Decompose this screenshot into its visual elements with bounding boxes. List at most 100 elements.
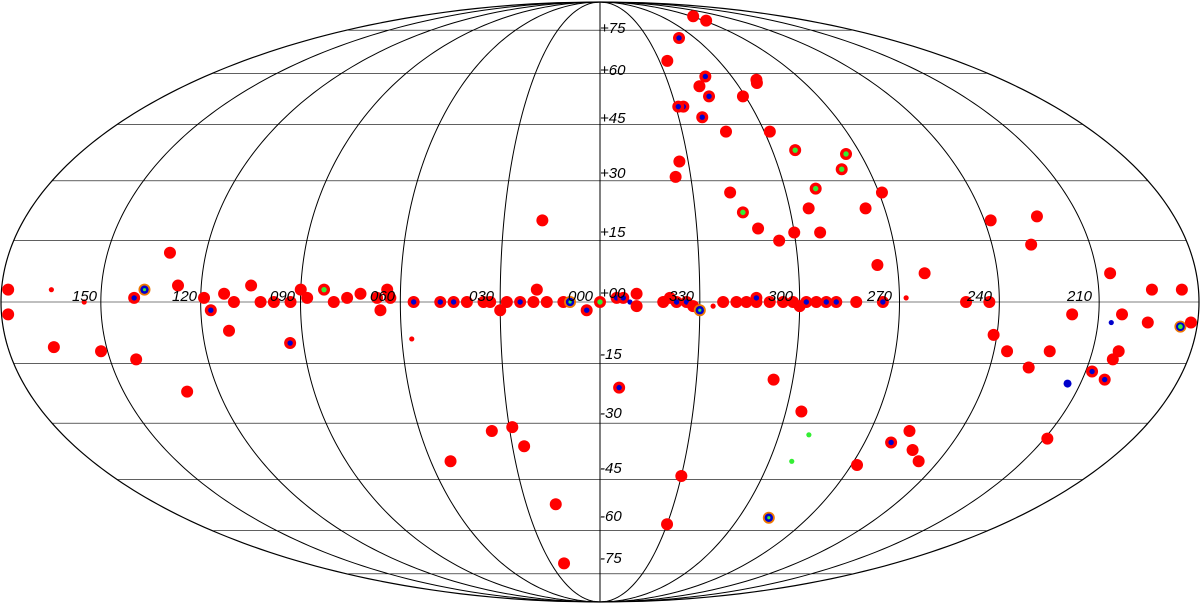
latitude-label-plus-60: +60 xyxy=(600,62,626,79)
source-marker-red xyxy=(341,291,354,304)
source-marker-red xyxy=(1066,308,1079,321)
source-marker-red xyxy=(810,296,823,308)
source-marker-red xyxy=(518,440,531,453)
source-marker-red xyxy=(763,125,776,138)
longitude-label-270: 270 xyxy=(866,288,893,305)
source-marker-red xyxy=(527,296,540,308)
source-marker-red xyxy=(1184,316,1197,329)
source-marker-red xyxy=(1025,238,1038,251)
source-marker-green xyxy=(806,432,812,438)
source-marker-red xyxy=(752,222,765,235)
source-marker-red xyxy=(558,557,571,570)
source-marker-red xyxy=(960,296,973,308)
source-marker-red xyxy=(750,73,763,86)
source-marker-red xyxy=(669,170,682,183)
latitude-labels: +75 +60 +45 +30 +15 +00 -15 -30 -45 -60 … xyxy=(600,20,626,567)
longitude-labels: 150 120 090 060 030 000 330 300 270 240 … xyxy=(72,288,1093,305)
source-marker-red xyxy=(710,303,716,309)
source-marker-red-blue xyxy=(128,291,141,304)
source-marker-orange-blue xyxy=(693,304,706,317)
source-marker-red xyxy=(294,283,307,296)
latitude-label-minus-15: -15 xyxy=(600,346,622,363)
source-marker-red xyxy=(871,259,884,272)
source-marker-red-blue xyxy=(703,90,716,103)
source-marker-red xyxy=(673,155,686,168)
source-marker-red xyxy=(245,279,258,292)
source-marker-red xyxy=(675,469,688,482)
source-marker-red-green xyxy=(835,163,848,176)
source-marker-red xyxy=(850,296,863,308)
source-marker-red xyxy=(903,295,909,301)
source-marker-red xyxy=(687,10,700,23)
source-marker-red xyxy=(740,296,753,308)
source-marker-red xyxy=(1175,283,1188,296)
source-marker-red xyxy=(460,296,473,308)
source-marker-red xyxy=(223,324,236,337)
longitude-label-330: 330 xyxy=(669,288,695,305)
source-marker-red xyxy=(506,421,519,434)
source-marker-red xyxy=(1112,345,1125,358)
source-marker-red xyxy=(227,296,240,308)
source-marker-red xyxy=(409,336,415,342)
source-marker-red xyxy=(130,353,143,366)
source-marker-red xyxy=(301,291,314,304)
source-marker-red xyxy=(384,291,397,304)
source-marker-red xyxy=(485,424,498,437)
source-marker-red-green xyxy=(736,206,749,219)
latitude-label-minus-30: -30 xyxy=(600,405,622,422)
latitude-label-minus-45: -45 xyxy=(600,460,622,477)
source-marker-red xyxy=(717,296,730,308)
source-marker-red-blue xyxy=(696,111,709,124)
source-marker-red xyxy=(198,291,211,304)
meridian-line xyxy=(599,1,1000,603)
source-marker-red xyxy=(906,444,919,457)
source-marker-red-blue xyxy=(1098,373,1111,386)
source-marker-red-blue xyxy=(699,70,712,83)
meridian-line xyxy=(599,1,1100,603)
source-marker-red-blue xyxy=(407,296,420,308)
source-marker-red xyxy=(530,283,543,296)
source-marker-red xyxy=(494,304,507,317)
source-marker-red-blue xyxy=(617,291,630,304)
latitude-label-plus-00: +00 xyxy=(600,285,626,302)
source-marker-red xyxy=(767,373,780,386)
source-marker-red-blue xyxy=(830,296,843,308)
source-marker-red xyxy=(95,345,108,358)
source-marker-red xyxy=(1043,345,1056,358)
source-marker-red xyxy=(630,287,643,300)
longitude-label-150: 150 xyxy=(72,288,98,305)
source-marker-blue xyxy=(1108,319,1114,326)
longitude-label-030: 030 xyxy=(469,288,495,305)
source-marker-red xyxy=(814,226,827,239)
source-marker-blue-green xyxy=(1174,320,1187,333)
longitude-label-240: 240 xyxy=(966,288,993,305)
meridian-line xyxy=(299,1,601,603)
source-marker-red xyxy=(81,299,87,305)
source-marker-blue xyxy=(1063,379,1072,388)
source-marker-red xyxy=(859,202,872,215)
meridian-line xyxy=(599,1,1200,603)
source-marker-red xyxy=(444,455,457,468)
source-marker-red xyxy=(736,90,749,103)
meridian-line xyxy=(399,1,601,603)
source-marker-red xyxy=(983,296,996,308)
source-marker-red xyxy=(374,304,387,317)
source-marker-red xyxy=(763,296,776,308)
source-marker-red-blue xyxy=(204,304,217,317)
source-marker-red xyxy=(218,287,231,300)
source-marker-red-blue xyxy=(750,291,763,304)
source-marker-orange-blue xyxy=(564,296,577,308)
source-marker-red xyxy=(788,226,801,239)
source-marker-red-blue xyxy=(820,296,833,308)
source-marker-red-blue xyxy=(284,337,297,350)
source-marker-red xyxy=(327,296,340,308)
source-marker-red xyxy=(536,214,549,227)
source-marker-red-green xyxy=(809,182,822,195)
source-marker-red xyxy=(1116,308,1129,321)
source-marker-red xyxy=(1141,316,1154,329)
meridian-line xyxy=(100,1,601,603)
source-marker-orange-blue xyxy=(138,283,151,296)
source-marker-red xyxy=(875,186,888,199)
source-marker-red-blue xyxy=(876,296,889,308)
source-marker-red xyxy=(47,341,60,354)
